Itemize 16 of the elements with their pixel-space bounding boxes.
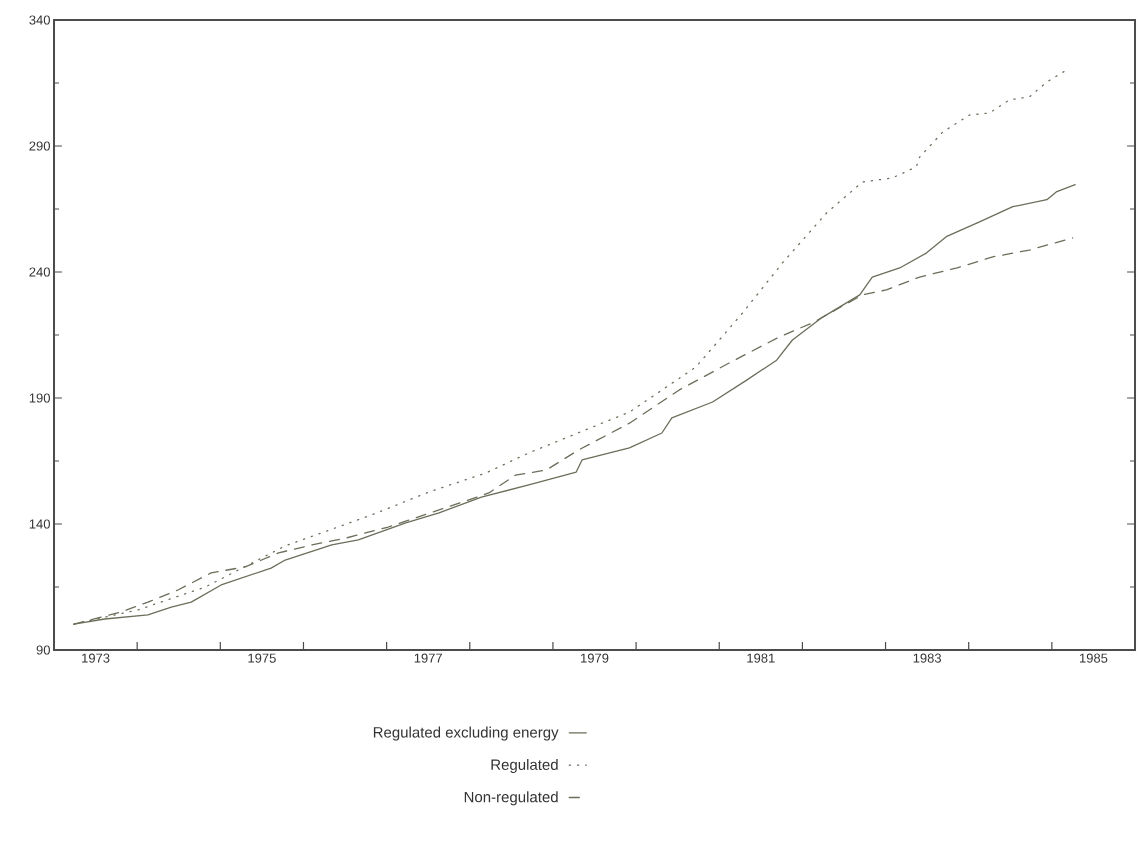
legend-label: Regulated excluding energy xyxy=(373,726,559,741)
x-tick-label: 1985 xyxy=(1079,653,1108,663)
x-tick-label: 1979 xyxy=(581,653,609,663)
y-tick-label: 90 xyxy=(36,645,50,655)
y-tick-label: 290 xyxy=(29,141,50,151)
y-tick-label: 240 xyxy=(29,267,50,277)
x-tick-label: 1973 xyxy=(82,653,110,663)
legend-label: Regulated xyxy=(491,758,558,773)
x-tick-label: 1977 xyxy=(414,653,443,663)
x-tick-label: 1975 xyxy=(248,653,276,663)
y-tick-label: 190 xyxy=(29,393,50,403)
x-tick-label: 1981 xyxy=(747,653,775,663)
legend-label: Non-regulated xyxy=(464,791,558,806)
y-tick-label: 340 xyxy=(29,15,50,25)
x-tick-label: 1983 xyxy=(913,653,942,663)
y-tick-label: 140 xyxy=(29,519,50,529)
